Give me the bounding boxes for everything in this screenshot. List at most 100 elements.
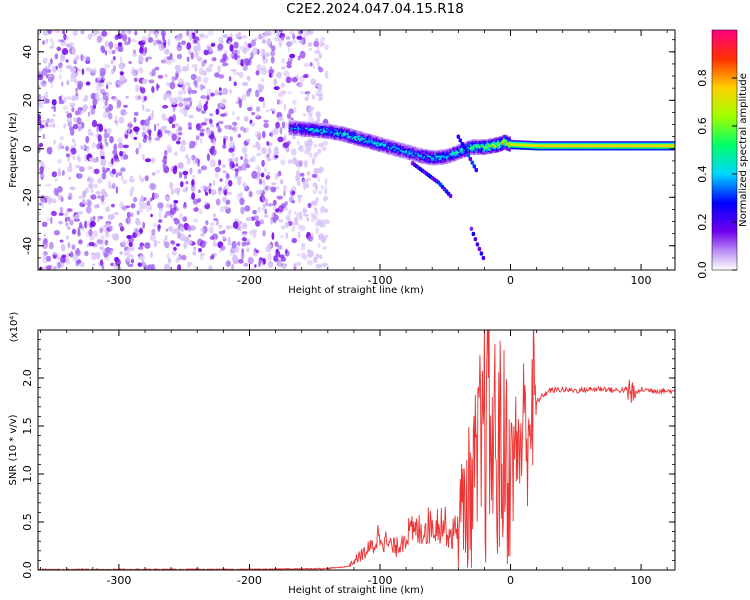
spectrogram-ridge-cell	[573, 147, 576, 149]
spectrogram-ridge-cell	[560, 142, 562, 145]
spectrogram-noise-cell	[102, 167, 105, 171]
spectrogram-noise-cell	[165, 93, 172, 99]
spectrogram-ridge-cell	[458, 153, 460, 156]
spectrogram-ridge-cell	[290, 132, 292, 134]
spectrogram-ridge-cell	[648, 145, 651, 148]
spectrogram-noise-cell	[241, 248, 245, 254]
spectrogram-ridge-cell	[668, 147, 670, 149]
spectrogram-noise-cell	[97, 195, 101, 199]
spectrogram-noise-cell	[135, 84, 139, 93]
spectrogram-ridge-cell	[353, 140, 355, 142]
spectrogram-ridge-cell	[435, 160, 438, 163]
spectrogram-ridge-cell	[456, 149, 459, 152]
spectrogram-ridge-cell	[404, 149, 406, 152]
x-tick-label: 100	[631, 274, 652, 287]
spectrogram-noise-cell	[41, 221, 48, 227]
spectrogram-noise-cell	[170, 207, 177, 215]
spectrogram-ridge-cell	[438, 152, 441, 155]
spectrogram-ridge-cell	[401, 151, 403, 154]
spectrogram-ridge-cell	[534, 148, 537, 151]
spectrogram-ridge-cell	[378, 150, 381, 152]
spectrogram-ridge-cell	[375, 137, 378, 139]
spectrogram-ridge-cell	[662, 145, 664, 148]
spectrogram-ridge-cell	[615, 145, 618, 148]
spectrogram-ridge-cell	[500, 136, 502, 138]
spectrogram-ridge-cell	[452, 158, 454, 161]
spectrogram-ridge-cell	[344, 131, 346, 134]
spectrogram-noise-cell	[96, 76, 102, 82]
spectrogram-ridge-cell	[551, 145, 553, 148]
spectrogram-ridge-cell	[449, 147, 451, 150]
spectrogram-ridge-cell	[476, 149, 478, 152]
spectrogram-noise-cell	[314, 49, 320, 54]
spectrogram-ridge-cell	[653, 141, 655, 143]
spectrogram-noise-cell	[313, 143, 317, 148]
spectrogram-ridge-cell	[560, 144, 562, 146]
spectrogram-ridge-cell	[509, 145, 511, 148]
spectrogram-ridge-cell	[447, 157, 450, 159]
spectrogram-ridge-cell	[524, 145, 526, 147]
spectrogram-ridge-cell	[320, 136, 322, 139]
spectrogram-ridge-cell	[573, 142, 576, 145]
spectrogram-ridge-cell	[656, 148, 658, 151]
spectrogram-ridge-cell	[455, 157, 457, 160]
spectrogram-ridge-cell	[389, 141, 391, 143]
spectrogram-ridge-cell	[465, 141, 468, 144]
spectrogram-noise-cell	[237, 133, 241, 138]
colorbar: 0.00.20.40.60.8 Normalized spectral ampl…	[696, 29, 749, 279]
spectrogram-noise-cell	[87, 166, 93, 170]
spectrogram-noise-cell	[42, 40, 45, 45]
spectrogram-ridge-cell	[597, 145, 600, 148]
spectrogram-noise-cell	[77, 80, 84, 89]
spectrogram-noise-cell	[316, 177, 321, 182]
spectrogram-ridge-cell	[392, 147, 394, 150]
spectrogram-ridge-cell	[309, 130, 312, 133]
spectrogram-noise-cell	[58, 212, 64, 216]
spectrogram-ridge-cell	[657, 141, 660, 143]
spectrogram-ridge-cell	[567, 141, 570, 143]
spectrogram-ridge-cell	[374, 144, 376, 147]
spectrogram-ridge-cell	[488, 150, 490, 153]
spectrogram-ridge-cell	[290, 127, 292, 130]
spectrogram-ridge-cell	[624, 144, 627, 146]
spectrogram-ridge-cell	[425, 156, 427, 159]
spectrogram-ridge-cell	[395, 154, 397, 157]
spectrogram-ridge-cell	[308, 135, 310, 138]
spectrogram-noise-cell	[318, 190, 323, 195]
spectrogram-ridge-cell	[554, 147, 556, 149]
spectrogram-noise-cell	[168, 116, 174, 124]
spectrogram-noise-cell	[191, 192, 196, 200]
spectrogram-ridge-cell	[338, 131, 340, 134]
spectrogram-noise-cell	[110, 213, 115, 220]
spectrogram-ridge-cell	[642, 142, 645, 145]
spectrogram-ridge-cell	[320, 130, 322, 133]
spectrogram-noise-cell	[128, 254, 134, 259]
spectrogram-ridge-cell	[485, 149, 487, 152]
spectrogram-ridge-cell	[356, 130, 358, 133]
spectrogram-ridge-cell	[344, 140, 346, 143]
spectrogram-ridge-cell	[291, 127, 294, 130]
snr-y-axis-label: SNR (10 * v/v)	[8, 414, 19, 485]
spectrogram-noise-cell	[271, 72, 274, 78]
spectrogram-ridge-cell	[297, 128, 300, 131]
spectrogram-noise-cell	[209, 118, 213, 125]
spectrogram-noise-cell	[236, 116, 241, 121]
spectrogram-ridge-cell	[446, 157, 448, 160]
colorbar-tick-label: 0.4	[696, 165, 709, 183]
spectrogram-ridge-cell	[407, 156, 409, 159]
spectrogram-ridge-cell	[323, 124, 325, 127]
spectrogram-ridge-cell	[432, 153, 435, 155]
spectrogram-ridge-cell	[614, 145, 616, 148]
spectrogram-ridge-cell	[552, 148, 555, 151]
spectrogram-noise-cell	[205, 220, 209, 226]
spectrogram-noise-cell	[298, 82, 303, 89]
spectrogram-noise-cell	[171, 213, 174, 220]
spectrogram-ridge-cell	[476, 140, 478, 143]
spectrogram-ridge-cell	[459, 154, 462, 156]
spectrogram-noise-cell	[72, 254, 79, 262]
spectrogram-ridge-cell	[297, 120, 300, 123]
spectrogram-ridge-cell	[665, 141, 667, 143]
spectrogram-ridge-cell	[348, 129, 351, 132]
spectrogram-noise-cell	[216, 65, 221, 73]
spectrogram-ridge-cell	[420, 152, 423, 155]
